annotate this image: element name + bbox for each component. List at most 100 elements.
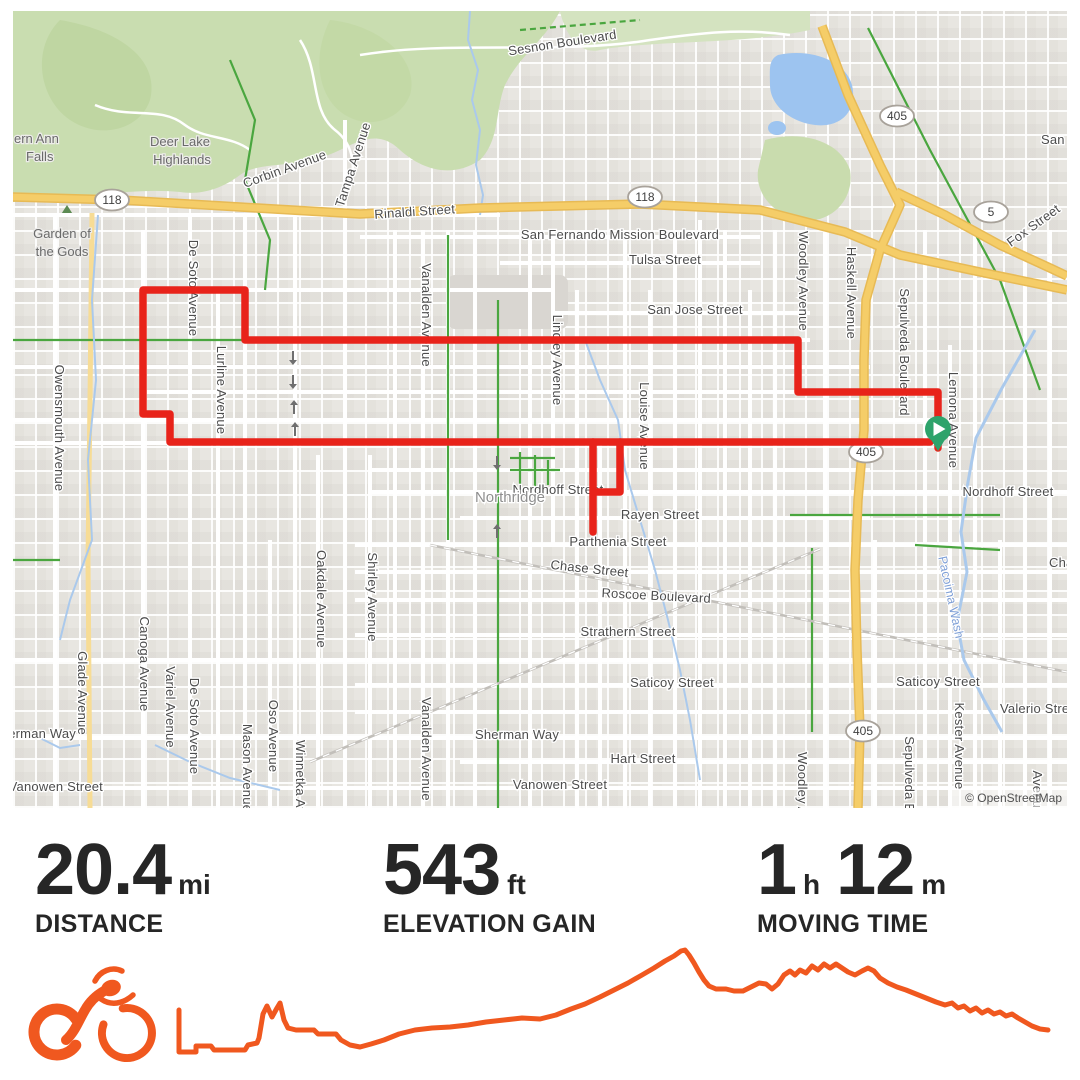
highway-shield — [627, 185, 663, 209]
cyclist-stroke — [97, 1004, 156, 1063]
stat-moving-time: 1 h 12 m MOVING TIME — [757, 830, 962, 939]
hill-road — [298, 39, 355, 186]
stat-unit: h — [803, 869, 821, 900]
bike-route-line — [867, 27, 1042, 391]
oneway-arrow-head — [493, 524, 501, 529]
street-label: Glade Avenue — [75, 651, 90, 735]
stream-line — [39, 737, 81, 750]
cyclist-stroke — [98, 992, 136, 1006]
highway-shield — [845, 719, 881, 743]
street-label: Owensmouth Avenue — [52, 365, 67, 492]
street-label: Woodley Avenue — [796, 231, 811, 331]
stat-value-line: 1 h 12 m — [757, 830, 962, 910]
stat-label: DISTANCE — [35, 910, 164, 939]
street-label: Lemona Avenue — [946, 372, 961, 468]
stream-line — [154, 744, 281, 791]
oneway-arrow-head — [289, 360, 297, 365]
street-label: Kester Avenue — [952, 703, 967, 790]
oneway-arrow-head — [493, 465, 501, 470]
stat-value: 1 — [757, 830, 797, 910]
map-attribution: © OpenStreetMap — [952, 789, 1067, 808]
stat-value: 12 — [836, 830, 915, 910]
stat-value-line: 543 ft — [383, 830, 596, 910]
stat-unit: ft — [507, 869, 526, 900]
route-line — [139, 286, 942, 452]
street-label: Falls — [26, 149, 54, 164]
stat-elevation-gain: 543 ft ELEVATION GAIN — [383, 830, 597, 939]
town-label: Northridge — [475, 489, 545, 506]
highway-shield-number: 405 — [887, 109, 907, 123]
stat-value: 543 — [383, 830, 501, 910]
stat-label: ELEVATION GAIN — [383, 910, 597, 939]
street-label: Shirley Avenue — [365, 552, 380, 641]
street-label: Oakdale Avenue — [314, 550, 329, 648]
highway-shield — [973, 200, 1009, 224]
railway-line — [309, 547, 821, 764]
bike-route-line — [519, 18, 641, 32]
street-label: San Fernando Mission Boulevard — [521, 227, 719, 242]
highway-shield-number: 118 — [635, 190, 654, 204]
freeway — [894, 189, 1067, 279]
oneway-arrow-head — [291, 422, 299, 427]
water-body — [768, 121, 786, 135]
osm-attribution-label: © OpenStreetMap — [965, 791, 1062, 805]
street-label: Winnetka Avenue — [293, 740, 308, 808]
street-label: Fox Street — [1004, 201, 1063, 250]
stat-value: 20.4 — [35, 830, 172, 910]
stat-unit: mi — [178, 869, 211, 900]
street-label: Tulsa Street — [629, 252, 701, 267]
green-area — [13, 11, 560, 202]
street-label: Rayen Street — [621, 507, 699, 522]
street-label: Parthenia Street — [569, 534, 666, 549]
stat-label: MOVING TIME — [757, 910, 929, 939]
railway-dashes — [429, 544, 1067, 673]
street-label: Sepulveda Boulevard — [897, 288, 912, 415]
green-area — [447, 275, 568, 329]
oneway-arrow-head — [290, 400, 298, 405]
cyclist-icon — [28, 966, 156, 1063]
street-label: Strathern Street — [581, 624, 676, 639]
street-label: Garden of — [33, 226, 91, 241]
street-label: Valerio Street — [1000, 701, 1067, 716]
street-label: the Gods — [36, 244, 89, 259]
street-label: Deer Lake — [150, 134, 210, 149]
route-line — [590, 438, 624, 496]
street-label: Sherman Way — [13, 726, 76, 741]
street-label: Louise Avenue — [637, 382, 652, 470]
street-label: Lindley Avenue — [550, 315, 565, 406]
street-label: Mason Avenue — [240, 724, 255, 808]
green-area — [319, 20, 412, 123]
street-label: Vanalden Avenue — [419, 263, 434, 367]
street-label: Nordhoff Street — [963, 484, 1054, 499]
street-label: De Soto Avenue — [187, 678, 202, 775]
stat-unit: m — [921, 869, 947, 900]
street-label: ern Ann — [14, 131, 59, 146]
green-area — [41, 20, 152, 131]
highway-shield — [94, 188, 130, 212]
street-label: Vanowen Street — [513, 777, 608, 792]
street-label: Sherman Way — [475, 727, 559, 742]
stream-line — [466, 11, 485, 216]
elevation-line — [176, 947, 1051, 1055]
street-label: Roscoe Boulevard — [601, 585, 711, 606]
highway-shield-number: 405 — [853, 724, 873, 738]
street-label: San Fernando — [1041, 132, 1067, 147]
highway-shield-number: 405 — [856, 445, 876, 459]
highway-shield-number: 118 — [102, 193, 121, 207]
stream-line — [584, 339, 701, 781]
elevation-section — [28, 947, 1051, 1063]
bike-route-line — [228, 59, 272, 291]
water-body — [769, 53, 854, 126]
street-label: Variel Avenue — [163, 666, 178, 748]
cyclist-head — [101, 979, 121, 997]
stat-value-line: 20.4 mi — [35, 830, 227, 910]
street-label: Woodley Avenue — [795, 752, 810, 808]
cyclist-stroke — [28, 1003, 82, 1061]
bike-route-line — [914, 543, 1001, 552]
street-label: Haskell Avenue — [844, 247, 859, 339]
street-label: Vanowen Street — [13, 779, 103, 794]
map-canvas: Sesnon Boulevard Rinaldi Street San Fernan… — [13, 11, 1067, 808]
highway-shield-number: 5 — [988, 205, 995, 219]
street-label: Oso Avenue — [266, 700, 281, 773]
